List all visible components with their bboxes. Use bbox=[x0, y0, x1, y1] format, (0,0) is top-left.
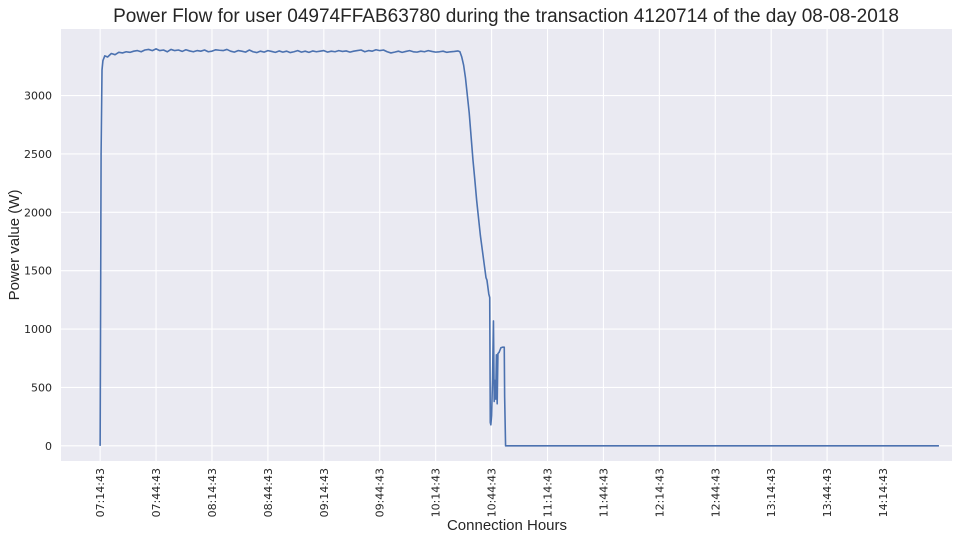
x-tick-label: 14:14:43 bbox=[877, 468, 890, 517]
chart-title: Power Flow for user 04974FFAB63780 durin… bbox=[113, 6, 899, 27]
y-tick-label: 0 bbox=[45, 440, 52, 453]
x-tick-label: 10:44:43 bbox=[486, 468, 499, 517]
y-tick-label: 1000 bbox=[24, 323, 52, 336]
y-tick-label: 2000 bbox=[24, 206, 52, 219]
x-tick-label: 09:14:43 bbox=[318, 468, 331, 517]
x-tick-label: 12:14:43 bbox=[653, 468, 666, 517]
x-tick-label: 13:44:43 bbox=[821, 468, 834, 517]
x-tick-label: 08:14:43 bbox=[206, 468, 219, 517]
plot-background bbox=[61, 29, 952, 461]
x-tick-label: 13:14:43 bbox=[765, 468, 778, 517]
plot-area: 0 500 1000 1500 2000 2500 3000 07:14:43 07:44:43… bbox=[24, 29, 952, 517]
x-tick-label: 12:44:43 bbox=[709, 468, 722, 517]
y-tick-label: 3000 bbox=[24, 90, 52, 103]
y-tick-label: 1500 bbox=[24, 265, 52, 278]
y-axis-label: Power value (W) bbox=[6, 190, 23, 301]
x-tick-label: 11:14:43 bbox=[542, 468, 555, 517]
x-axis-label: Connection Hours bbox=[447, 517, 567, 534]
x-tick-label: 10:14:43 bbox=[430, 468, 443, 517]
y-tick-label: 500 bbox=[31, 381, 52, 394]
x-tick-label: 07:14:43 bbox=[94, 468, 107, 517]
x-tick-label: 07:44:43 bbox=[150, 468, 163, 517]
y-tick-label: 2500 bbox=[24, 148, 52, 161]
power-series-line bbox=[99, 48, 939, 447]
x-tick-label: 11:44:43 bbox=[597, 468, 610, 517]
x-tick-label: 09:44:43 bbox=[374, 468, 387, 517]
x-tick-label: 08:44:43 bbox=[262, 468, 275, 517]
